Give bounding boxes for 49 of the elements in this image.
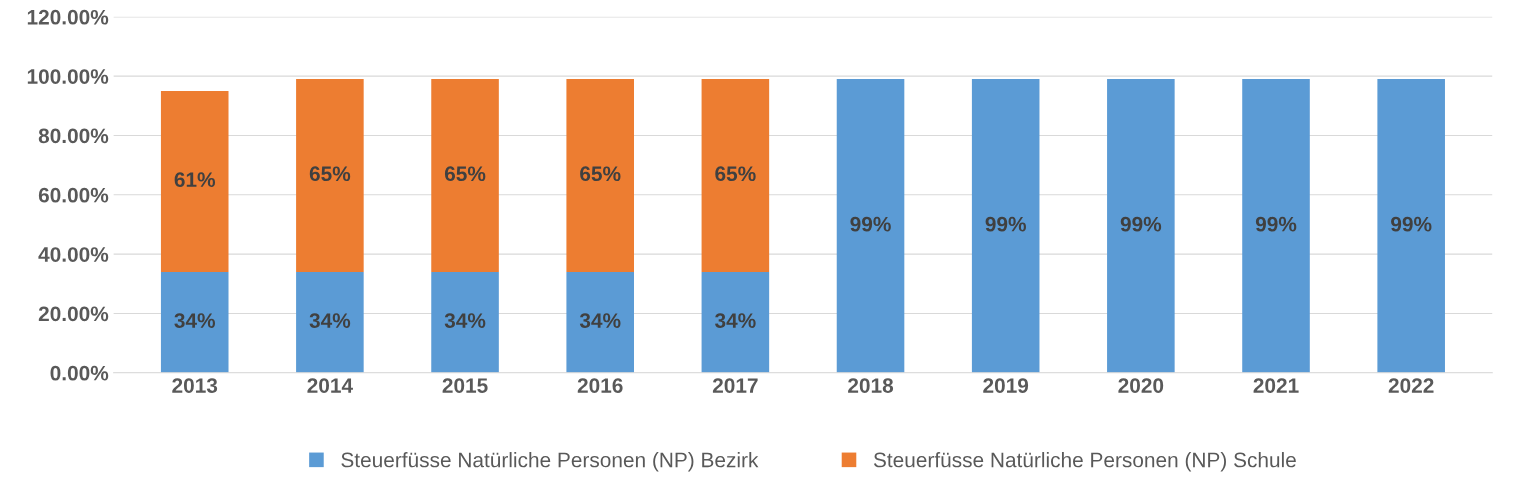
y-tick-label: 100.00% <box>27 69 109 84</box>
bar <box>1242 79 1310 373</box>
bar <box>701 271 770 373</box>
x-tick-label: 2015 <box>442 378 488 393</box>
data-label: 34% <box>715 313 756 328</box>
x-tick-label: 2019 <box>983 378 1029 393</box>
data-label: 61% <box>174 172 216 188</box>
bar <box>431 79 499 272</box>
data-label: 99% <box>850 216 891 232</box>
x-tick-label: 2013 <box>172 378 218 393</box>
bar <box>836 79 905 373</box>
x-tick-label: 2017 <box>712 378 758 393</box>
bar <box>1377 79 1445 373</box>
y-tick-label: 80.00% <box>38 128 109 144</box>
data-label: 34% <box>444 313 486 328</box>
data-label: 65% <box>444 166 486 182</box>
x-tick-label: 2020 <box>1118 378 1164 393</box>
x-tick-label: 2022 <box>1388 378 1434 393</box>
legend-label: Steuerfüsse Natürliche Personen (NP) Schule <box>873 452 1296 472</box>
bar <box>566 271 634 373</box>
bar <box>971 79 1040 373</box>
y-tick-label: 0.00% <box>50 365 109 381</box>
y-tick-label: 20.00% <box>38 306 109 322</box>
legend-label: Steuerfüsse Natürliche Personen (NP) Bezirk <box>341 452 759 472</box>
data-label: 34% <box>174 313 216 328</box>
data-label: 99% <box>1255 216 1297 232</box>
bar <box>160 90 229 272</box>
x-tick-label: 2016 <box>577 378 623 393</box>
bar <box>160 271 229 373</box>
data-label: 65% <box>715 166 756 182</box>
data-label: 65% <box>309 166 351 182</box>
bar <box>566 79 634 272</box>
data-label: 99% <box>1120 216 1162 232</box>
y-tick-label: 40.00% <box>38 247 109 262</box>
y-tick-label: 120.00% <box>27 9 109 25</box>
bar <box>296 271 364 373</box>
bar <box>296 79 364 272</box>
data-label: 34% <box>309 313 351 328</box>
data-label: 99% <box>1391 216 1432 232</box>
data-label: 99% <box>985 216 1026 232</box>
bar <box>701 79 770 272</box>
data-label: 65% <box>580 166 621 182</box>
x-tick-label: 2018 <box>848 378 894 393</box>
bar <box>431 271 499 373</box>
bar <box>1107 79 1175 373</box>
x-tick-label: 2014 <box>307 378 353 393</box>
x-tick-label: 2021 <box>1253 378 1299 393</box>
y-tick-label: 60.00% <box>38 187 109 203</box>
data-label: 34% <box>579 313 621 328</box>
